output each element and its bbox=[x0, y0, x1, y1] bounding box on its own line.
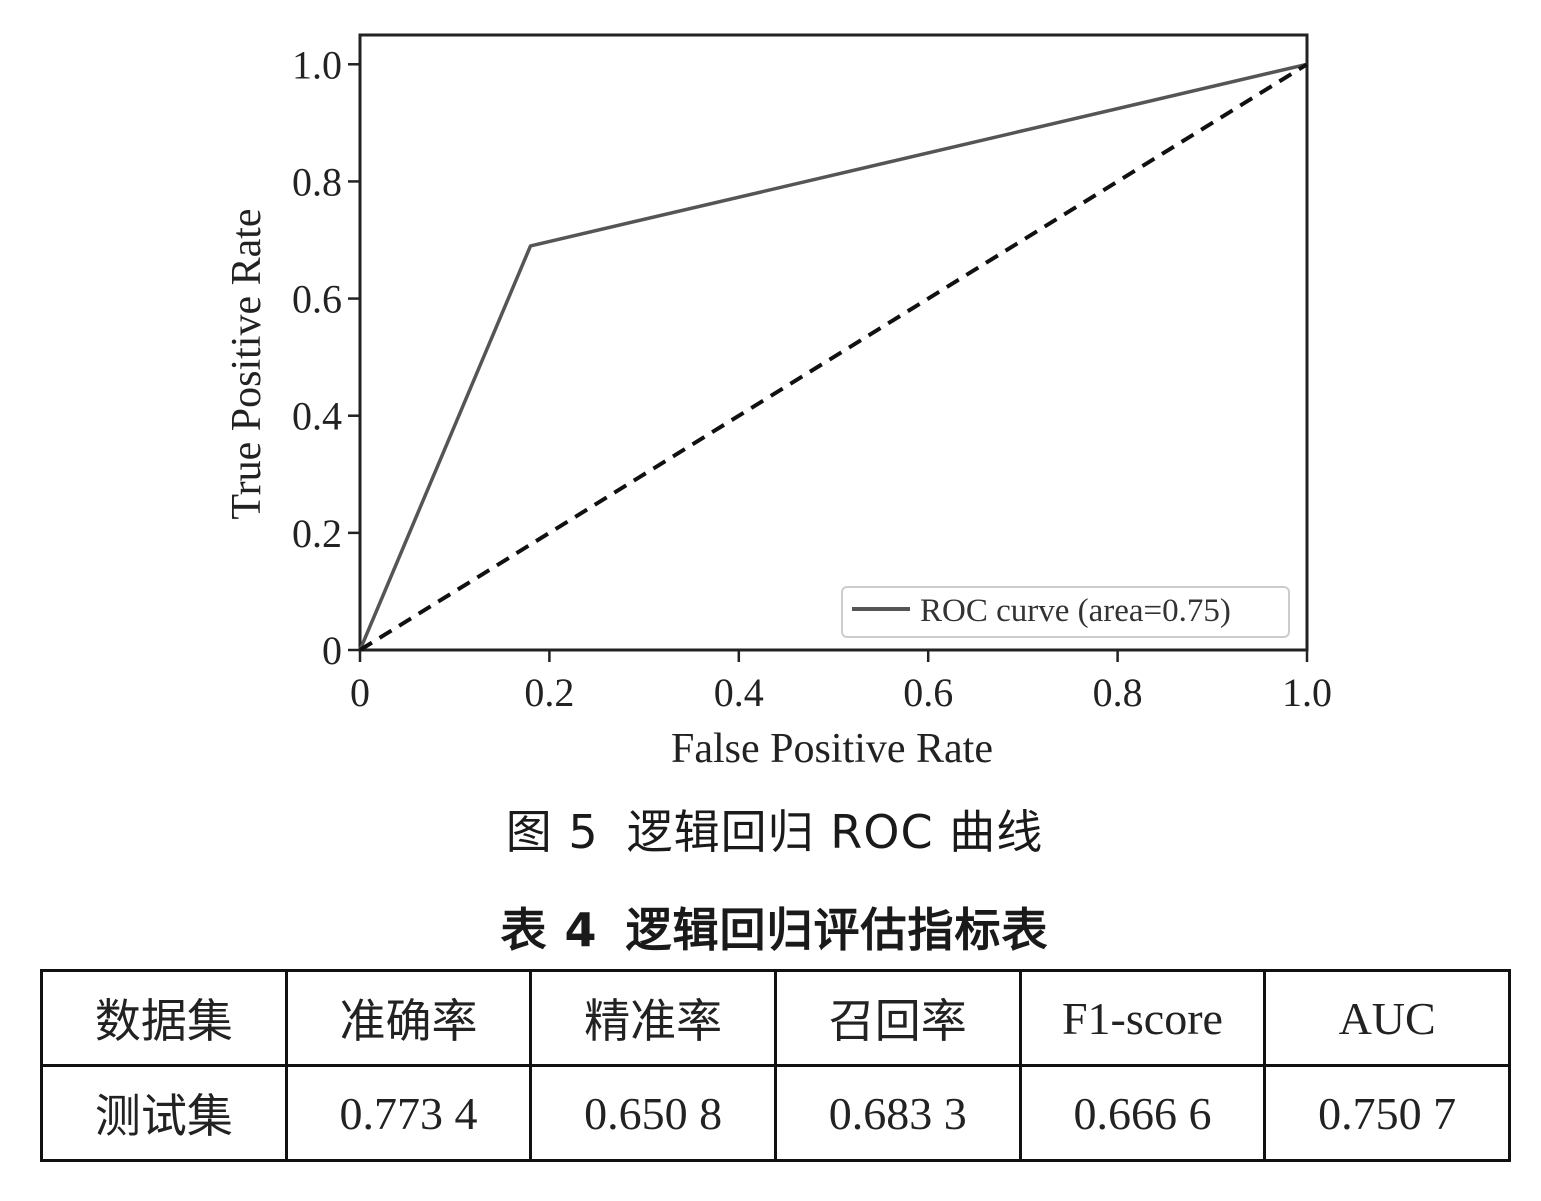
legend-box bbox=[841, 586, 1290, 638]
y-tick-label: 1.0 bbox=[292, 42, 342, 87]
x-tick-label: 0 bbox=[350, 670, 370, 715]
table-cell: 0.650 8 bbox=[529, 1064, 777, 1162]
figure-caption-text: 逻辑回归 ROC 曲线 bbox=[626, 805, 1044, 859]
table-cell: 0.773 4 bbox=[284, 1064, 533, 1162]
roc-curve-line bbox=[358, 62, 1308, 651]
y-tick-label: 0 bbox=[322, 628, 342, 673]
header-cell: 召回率 bbox=[773, 969, 1022, 1067]
x-tick-label: 1.0 bbox=[1282, 670, 1332, 715]
table-cell: 0.683 3 bbox=[773, 1064, 1022, 1162]
legend: ROC curve (area=0.75) bbox=[841, 586, 1290, 638]
x-tick-label: 0.4 bbox=[714, 670, 764, 715]
y-tick-label: 0.2 bbox=[292, 511, 342, 556]
plot-frame bbox=[358, 33, 1309, 652]
header-cell: F1-score bbox=[1018, 969, 1267, 1067]
y-tick-label: 0.6 bbox=[292, 277, 342, 322]
y-tick-label: 0.4 bbox=[292, 394, 342, 439]
x-axis-label: False Positive Rate bbox=[671, 726, 993, 772]
table-caption: 表 4 逻辑回归评估指标表 bbox=[0, 894, 1541, 960]
table-cell: 0.666 6 bbox=[1018, 1064, 1267, 1162]
x-tick-label: 0.8 bbox=[1093, 670, 1143, 715]
legend-label: ROC curve (area=0.75) bbox=[920, 593, 1231, 629]
header-cell: 准确率 bbox=[284, 969, 533, 1067]
y-axis-label: True Positive Rate bbox=[224, 208, 270, 519]
tick-layer: 0 0.2 0.4 0.6 0.8 1.0 0 0.2 0.4 0.6 0.8 1.0 bbox=[292, 42, 1332, 715]
table-row: 测试集 0.773 4 0.650 8 0.683 3 0.666 6 0.75… bbox=[40, 1064, 1511, 1162]
x-tick-label: 0.6 bbox=[903, 670, 953, 715]
header-cell: 数据集 bbox=[40, 969, 288, 1067]
table-header-row: 数据集 准确率 精准率 召回率 F1-score AUC bbox=[40, 969, 1511, 1067]
table-cell: 测试集 bbox=[40, 1064, 288, 1162]
plot-layer bbox=[358, 33, 1309, 652]
header-cell: AUC bbox=[1263, 969, 1511, 1067]
table-cell: 0.750 7 bbox=[1263, 1064, 1511, 1162]
roc-chart: 0 0.2 0.4 0.6 0.8 1.0 0 0.2 0.4 0.6 0.8 1.0 False P… bbox=[224, 33, 1332, 772]
x-tick-label: 0.2 bbox=[524, 670, 574, 715]
header-cell: 精准率 bbox=[529, 969, 777, 1067]
table-caption-label: 表 4 bbox=[500, 903, 598, 957]
figure-caption: 图 5 逻辑回归 ROC 曲线 bbox=[0, 796, 1541, 862]
diagonal-reference-line bbox=[358, 62, 1309, 652]
figure-caption-label: 图 5 bbox=[505, 805, 599, 859]
metrics-table: 数据集 准确率 精准率 召回率 F1-score AUC 测试集 0.773 4… bbox=[40, 969, 1511, 1162]
table-caption-text: 逻辑回归评估指标表 bbox=[625, 903, 1049, 957]
y-tick-label: 0.8 bbox=[292, 159, 342, 204]
